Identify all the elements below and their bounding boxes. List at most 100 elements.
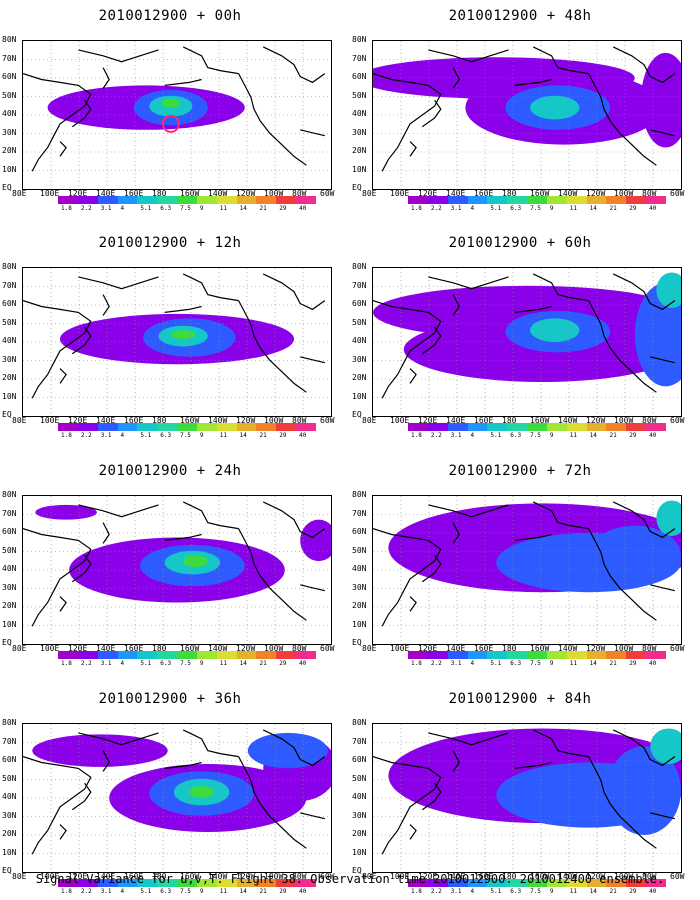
coastline: [23, 300, 92, 399]
lon-label: 160E: [474, 872, 494, 881]
lon-label: 80W: [292, 416, 307, 425]
coastline: [262, 501, 326, 539]
lon-label: 80E: [362, 416, 377, 425]
colorbar-swatch: [256, 196, 277, 204]
coastline: [650, 812, 675, 820]
colorbar-label: 40: [649, 432, 657, 439]
coastline: [409, 368, 417, 384]
colorbar-label: 7.5: [530, 432, 541, 439]
colorbar-label: 3.1: [100, 888, 112, 895]
lat-label: 10N: [352, 619, 367, 629]
colorbar-swatch: [216, 196, 237, 204]
colorbar-label: 29: [629, 432, 637, 439]
lon-label: 160W: [530, 416, 550, 425]
colorbar: [58, 196, 316, 204]
lon-label: 120W: [586, 872, 606, 881]
lon-label: 180: [502, 416, 517, 425]
lat-label: 10N: [352, 847, 367, 857]
colorbar: [58, 423, 316, 431]
lat-label: 10N: [352, 164, 367, 174]
colorbar-label: 40: [649, 660, 657, 667]
lon-label: 180: [152, 644, 167, 653]
coastline: [588, 528, 657, 621]
colorbar-label: 9: [199, 432, 204, 439]
coastline: [182, 501, 239, 530]
lon-label: 80E: [12, 189, 27, 198]
lon-label: 60W: [320, 189, 335, 198]
colorbar-label: 4: [470, 888, 475, 895]
map-panel: 2010012900 + 24h 80N 70N 60N 50N 40N 30N 20N 10N…: [0, 455, 340, 670]
lat-label: 40N: [2, 564, 17, 573]
coastline: [514, 305, 552, 313]
variance-region: [300, 519, 331, 562]
lon-label: 80W: [642, 416, 657, 425]
colorbar-label: 4: [120, 432, 125, 439]
coastline: [164, 305, 202, 313]
colorbar-swatch: [236, 879, 257, 887]
figure-caption: Signal Variance for u,v,T. Flight 38. Ob…: [35, 872, 665, 886]
lon-label: 100W: [614, 416, 634, 425]
map-panel: 2010012900 + 48h 80N 70N 60N 50N 40N 30N 20N 10N…: [350, 0, 690, 215]
lon-label: 140W: [558, 644, 578, 653]
lon-label: 140W: [208, 416, 228, 425]
lat-label: 30N: [2, 354, 17, 364]
colorbar-label: 40: [649, 888, 657, 895]
colorbar-label: 2.2: [80, 888, 92, 895]
coastline: [78, 504, 159, 518]
coastline: [238, 756, 307, 849]
lon-label: 100E: [40, 872, 60, 881]
lon-label: 140W: [558, 416, 578, 425]
variance-region: [170, 330, 196, 340]
lat-label: 20N: [2, 829, 17, 838]
colorbar-swatch: [467, 423, 488, 431]
lat-label: 10N: [2, 619, 17, 629]
coastline: [23, 528, 92, 627]
colorbar: [408, 879, 666, 887]
colorbar-label: 3.1: [450, 660, 462, 667]
lat-label: 50N: [352, 545, 367, 555]
colorbar-swatch: [507, 879, 528, 887]
coastline: [71, 99, 92, 128]
coastline: [452, 750, 460, 772]
lat-label: 30N: [2, 127, 17, 137]
lat-label: 70N: [352, 508, 367, 518]
lat-label: 70N: [352, 280, 367, 290]
map-area: [22, 267, 332, 417]
lat-label: 50N: [2, 773, 17, 783]
lon-label: 140W: [208, 644, 228, 653]
lon-label: 80W: [292, 189, 307, 198]
colorbar-swatch: [546, 196, 567, 204]
variance-region: [530, 95, 580, 120]
colorbar-label: 5.1: [140, 432, 152, 439]
colorbar-label: 40: [299, 888, 307, 895]
lat-label: 20N: [2, 373, 17, 382]
colorbar-swatch: [467, 196, 488, 204]
lon-label: 180: [152, 416, 167, 425]
lat-label: 20N: [352, 829, 367, 838]
colorbar-label: 14: [589, 660, 597, 667]
lon-label: 80E: [12, 872, 27, 881]
lon-label: 140E: [446, 416, 466, 425]
lon-label: 140E: [96, 872, 116, 881]
lat-label: 40N: [352, 109, 367, 118]
colorbar-swatch: [566, 196, 587, 204]
colorbar-label: 11: [569, 205, 577, 212]
coastline: [59, 824, 67, 840]
colorbar-swatch: [196, 651, 217, 659]
colorbar-label: 11: [219, 205, 227, 212]
lat-label: 40N: [352, 564, 367, 573]
colorbar-swatch: [408, 196, 428, 204]
coastline: [262, 729, 326, 767]
lon-label: 160E: [124, 872, 144, 881]
coastline: [102, 522, 110, 544]
colorbar-label: 6.3: [160, 432, 172, 439]
lat-label: EQ: [2, 410, 12, 419]
coastline: [409, 596, 417, 612]
coastline: [59, 141, 67, 157]
coastline: [71, 782, 92, 811]
map-panel: 2010012900 + 72h 80N 70N 60N 50N 40N 30N 20N 10N…: [350, 455, 690, 670]
colorbar-swatch: [586, 196, 607, 204]
lat-label: 60N: [352, 527, 367, 536]
lat-label: 50N: [352, 90, 367, 100]
variance-region: [656, 500, 681, 536]
